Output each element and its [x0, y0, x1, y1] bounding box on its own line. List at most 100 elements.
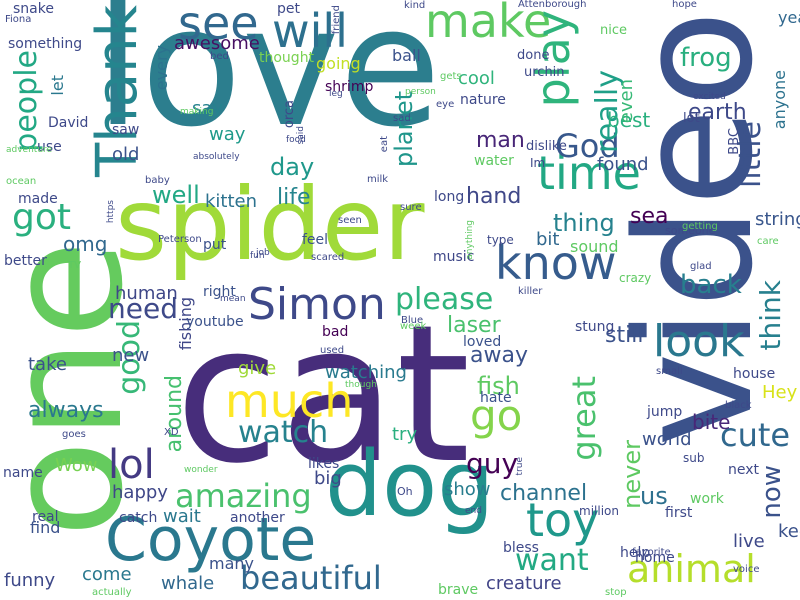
cloud-word: bit — [536, 229, 560, 250]
cloud-word: kitten — [205, 191, 258, 212]
cloud-word: found — [597, 154, 649, 175]
cloud-word: still — [605, 323, 644, 348]
cloud-word: work — [690, 491, 724, 507]
cloud-word: come — [82, 564, 132, 585]
cloud-word: first — [665, 505, 693, 521]
cloud-word: name — [3, 465, 43, 481]
cloud-word: cool — [458, 68, 495, 89]
cloud-word: wait — [163, 506, 201, 527]
cloud-word: goes — [62, 429, 86, 440]
cloud-word: black — [725, 400, 752, 411]
cloud-word: house — [733, 366, 776, 382]
cloud-word: awesome — [174, 33, 260, 54]
cloud-word: cute — [720, 416, 791, 454]
cloud-word: scared — [311, 252, 345, 263]
cloud-word: stung — [575, 319, 615, 335]
cloud-word: eat — [379, 136, 390, 153]
cloud-word: sure — [400, 202, 422, 213]
cloud-word: used — [320, 345, 345, 356]
cloud-word: bite — [692, 410, 731, 434]
cloud-word: find — [30, 518, 61, 537]
cloud-word: way — [209, 124, 246, 145]
cloud-word: know — [495, 236, 617, 290]
cloud-word: cat — [175, 284, 471, 505]
cloud-word: back — [680, 270, 742, 300]
cloud-word: milk — [367, 174, 389, 185]
cloud-word: eye — [436, 99, 455, 110]
cloud-word: funny — [4, 570, 56, 591]
cloud-word: ball — [392, 46, 421, 65]
cloud-word: big — [314, 468, 342, 489]
cloud-word: planet — [390, 91, 418, 167]
cloud-word: time — [537, 146, 641, 200]
cloud-word: new — [112, 345, 150, 366]
cloud-word: true — [515, 457, 525, 476]
cloud-word: another — [230, 510, 285, 526]
cloud-word: watching — [325, 362, 407, 383]
cloud-word: creature — [486, 573, 562, 594]
cloud-word: baby — [145, 175, 170, 186]
cloud-word: making — [180, 107, 214, 117]
cloud-word: jump — [647, 404, 683, 420]
cloud-word: never — [618, 440, 646, 509]
cloud-word: nature — [460, 92, 506, 108]
cloud-word: use — [37, 139, 62, 155]
cloud-word: Coyote — [105, 505, 317, 575]
cloud-word: please — [395, 282, 494, 317]
cloud-word: leg — [329, 89, 343, 99]
cloud-word: mean — [220, 294, 246, 304]
cloud-word: going — [316, 54, 361, 73]
cloud-word: frog — [680, 43, 732, 73]
cloud-word: urchin — [524, 65, 565, 80]
cloud-word: voice — [733, 564, 760, 575]
cloud-word: food — [286, 135, 306, 145]
cloud-word: absolutely — [193, 152, 240, 162]
cloud-word: laser — [447, 313, 501, 338]
cloud-word: likes — [308, 456, 340, 472]
cloud-word: favorite — [632, 547, 671, 558]
cloud-word: next — [728, 462, 760, 478]
cloud-word: nice — [600, 23, 627, 38]
cloud-word: actually — [92, 587, 132, 598]
cloud-word: feel — [302, 232, 329, 248]
cloud-word: thought — [259, 50, 315, 66]
cloud-word: Oh — [397, 485, 413, 498]
cloud-word: spider — [115, 166, 425, 283]
cloud-word: every — [152, 45, 171, 91]
cloud-word: go — [470, 391, 523, 440]
cloud-word: bed — [210, 51, 229, 62]
cloud-word: around — [162, 375, 187, 453]
cloud-word: sad — [393, 113, 411, 124]
cloud-word: guy — [466, 447, 519, 480]
cloud-word: day — [270, 153, 315, 181]
cloud-word: look — [653, 316, 745, 367]
cloud-word: love — [95, 0, 441, 163]
cloud-word: done — [517, 48, 550, 63]
cloud-word: take — [28, 354, 67, 375]
cloud-word: world — [642, 429, 692, 450]
cloud-word: fun — [250, 251, 265, 261]
cloud-word: people — [9, 50, 44, 152]
cloud-word: earth — [688, 100, 747, 125]
cloud-word: channel — [500, 481, 588, 506]
cloud-word: Fiona — [5, 14, 32, 25]
cloud-word: hand — [466, 184, 522, 209]
cloud-word: amazing — [175, 477, 312, 515]
cloud-word: brave — [438, 582, 479, 598]
cloud-word: Wow — [55, 455, 98, 476]
cloud-word: need — [108, 292, 178, 325]
cloud-word: said — [296, 126, 306, 145]
cloud-word: small — [656, 366, 683, 377]
cloud-word: watch — [238, 415, 329, 450]
cloud-word: live — [733, 531, 765, 552]
cloud-word: now — [757, 465, 787, 519]
cloud-word: us — [640, 482, 668, 510]
cloud-word: orca — [282, 100, 297, 129]
cloud-word: great — [565, 376, 603, 461]
cloud-word: keep — [778, 521, 800, 542]
cloud-word: sea — [630, 204, 669, 229]
cloud-word: Peterson — [158, 234, 202, 245]
cloud-word: better — [4, 253, 47, 269]
cloud-word: anyone — [770, 70, 789, 130]
